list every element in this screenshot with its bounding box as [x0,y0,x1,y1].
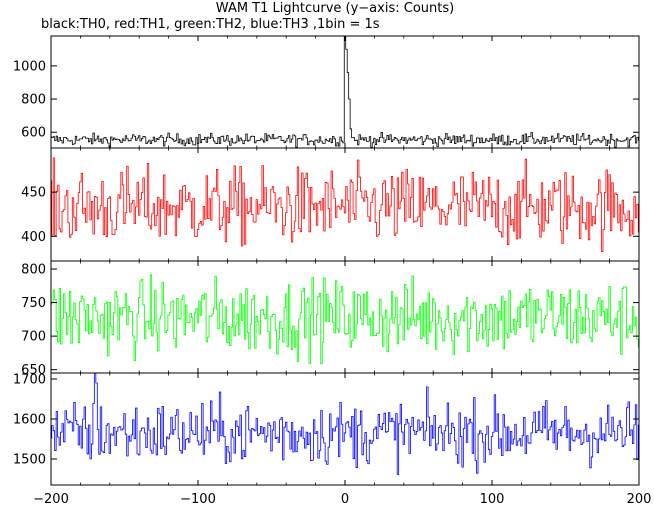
series-th2-line [51,274,639,365]
panels: 6008001000400450650700750800150016001700… [13,35,652,505]
chart-title: WAM T1 Lightcurve (y−axis: Counts) [216,1,454,16]
y-tick-label: 1000 [13,59,46,74]
series-th0-line [51,36,639,148]
panel-th3: 1500 1600 1700 [13,372,640,486]
x-tick-label: 0 [341,492,349,505]
x-tick-label: −200 [33,492,69,505]
chart-subtitle: black:TH0, red:TH1, green:TH2, blue:TH3 … [41,17,380,32]
series-th1-line [51,157,639,252]
y-tick-label: 700 [21,330,46,345]
y-tick-label: 800 [21,93,46,108]
panel-frame [50,35,640,149]
panel-frame [50,147,640,262]
y-tick-label: 400 [21,230,46,245]
panel-frame [50,372,640,486]
panel-frame [50,260,640,374]
y-tick-label: 450 [21,186,46,201]
x-tick-label: −100 [180,492,216,505]
y-tick-label: 800 [21,263,46,278]
y-tick-label: 1700 [13,373,46,388]
panel-th0: 600 800 1000 [13,35,640,149]
panel-th2: 650 700 750 800 [21,260,640,378]
y-tick-label: 1500 [13,453,46,468]
y-tick-label: 1600 [13,413,46,428]
y-tick-label: 650 [21,363,46,378]
x-tick-label: 200 [627,492,652,505]
panel-th1: 400 450 [21,147,640,262]
x-tick-label: 100 [480,492,505,505]
y-tick-label: 750 [21,296,46,311]
series-th3-line [51,373,639,475]
y-tick-label: 600 [21,126,46,141]
